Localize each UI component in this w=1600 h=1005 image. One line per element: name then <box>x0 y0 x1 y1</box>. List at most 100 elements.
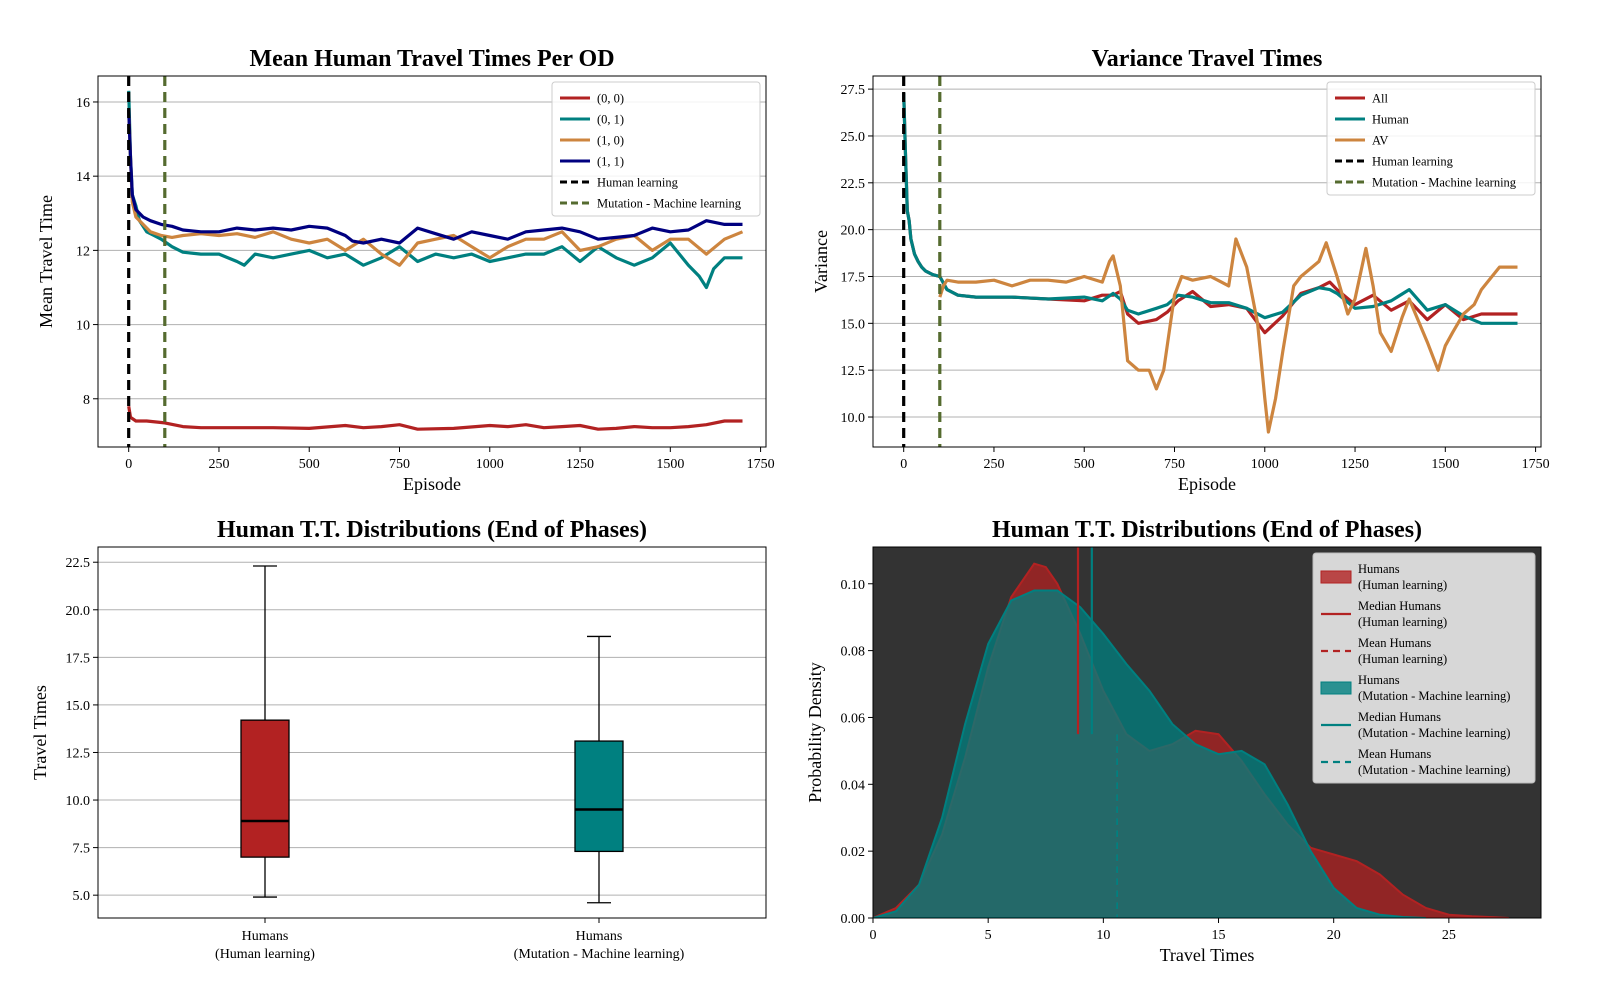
x-tick-label: 500 <box>299 457 320 472</box>
x-tick-label: 750 <box>389 457 410 472</box>
legend-label-phase: (Mutation - Machine learning) <box>1358 763 1510 777</box>
y-tick-label: 12.5 <box>66 746 91 761</box>
legend-label: (0, 0) <box>597 92 624 106</box>
x-axis-label: Travel Times <box>1160 945 1255 965</box>
y-tick-label: 0.02 <box>841 845 866 860</box>
legend-label: Humans <box>1358 673 1400 687</box>
legend-label: Human <box>1372 113 1410 127</box>
y-axis-label: Mean Travel Time <box>36 195 56 328</box>
chart-kde: 0.00 0.02 0.04 0.06 0.08 0.10 0 5 10 15 20 25 Human … <box>805 517 1542 965</box>
legend-label-phase: (Mutation - Machine learning) <box>1358 689 1510 703</box>
x-tick-label: 0 <box>125 457 132 472</box>
x-tick-label: 1500 <box>656 457 684 472</box>
y-tick-label: 10 <box>76 319 90 334</box>
y-tick-label: 20.0 <box>66 604 91 619</box>
x-tick-label: 1000 <box>476 457 504 472</box>
legend-label-phase: (Human learning) <box>1358 578 1447 592</box>
legend-label: Humans <box>1358 562 1400 576</box>
series-line-av <box>938 237 1518 434</box>
y-tick-label: 10.0 <box>841 411 866 426</box>
y-tick-label: 12 <box>76 244 90 259</box>
series-line--1-1- <box>127 109 743 245</box>
y-axis-label: Probability Density <box>805 662 825 803</box>
legend-box <box>1326 81 1536 196</box>
y-axis-label: Variance <box>811 230 831 293</box>
legend-swatch <box>1320 570 1352 584</box>
legend: (0, 0) (0, 1) (1, 0) (1, 1) Human learning Mu… <box>551 81 761 217</box>
x-tick-label: 25 <box>1442 928 1456 943</box>
y-tick-label: 27.5 <box>841 83 866 98</box>
y-tick-label: 15.0 <box>841 317 866 332</box>
y-tick-label: 16 <box>76 96 90 111</box>
y-tick-label: 22.5 <box>66 556 91 571</box>
x-axis-label: Episode <box>403 474 461 494</box>
box-body <box>240 719 290 858</box>
chart-mean_tt: 8 10 12 14 16 0 250 500 750 1000 1250 1500 1750 Mean … <box>36 46 775 494</box>
y-tick-label: 0.00 <box>841 912 866 927</box>
legend-label: All <box>1372 92 1389 106</box>
legend-label-phase: (Mutation - Machine learning) <box>1358 726 1510 740</box>
y-tick-label: 0.04 <box>841 778 866 793</box>
legend-label: Human learning <box>597 176 679 190</box>
chart-title: Human T.T. Distributions (End of Phases) <box>217 517 647 543</box>
series-line--0-0- <box>127 405 743 431</box>
x-axis-label: Episode <box>1178 474 1236 494</box>
box-body <box>574 740 624 853</box>
y-tick-label: 17.5 <box>841 270 866 285</box>
y-tick-label: 0.06 <box>841 711 866 726</box>
legend-label: (1, 0) <box>597 134 624 148</box>
x-tick-label: Humans <box>576 929 623 944</box>
x-tick-label: 0 <box>900 457 907 472</box>
legend-box <box>551 81 761 217</box>
x-tick-label: 1250 <box>1341 457 1369 472</box>
axes-frame <box>872 546 1542 919</box>
legend: All Human AV Human learning Mutation - Machi… <box>1326 81 1536 196</box>
legend-label: Median Humans <box>1358 599 1441 613</box>
y-tick-label: 15.0 <box>66 699 91 714</box>
y-tick-label: 8 <box>83 393 90 408</box>
x-tick-label: 1000 <box>1251 457 1279 472</box>
x-tick-label: 5 <box>985 928 992 943</box>
x-tick-label: 1750 <box>747 457 775 472</box>
y-tick-label: 0.10 <box>841 578 866 593</box>
density-area-teal <box>873 589 1426 918</box>
x-tick-label: 10 <box>1096 928 1110 943</box>
x-tick-label: 1500 <box>1431 457 1459 472</box>
y-tick-label: 0.08 <box>841 645 866 660</box>
x-tick-label: 250 <box>983 457 1004 472</box>
legend-label-phase: (Human learning) <box>1358 615 1447 629</box>
x-tick-label: 500 <box>1074 457 1095 472</box>
x-tick-label: Humans <box>242 929 289 944</box>
y-tick-label: 22.5 <box>841 177 866 192</box>
legend: Humans (Human learning) Median Humans (Huma… <box>1312 552 1536 784</box>
plot-area <box>127 76 744 447</box>
x-tick-label: (Human learning) <box>215 947 315 962</box>
legend-label: AV <box>1372 134 1388 148</box>
series-line--0-1- <box>127 90 743 290</box>
axes-frame <box>97 75 767 448</box>
x-tick-label: 15 <box>1212 928 1226 943</box>
x-tick-label: 1250 <box>566 457 594 472</box>
plot-area <box>873 547 1509 918</box>
chart-boxplot: Humans (Human learning) Humans (Mutation - … <box>30 517 767 962</box>
x-tick-label: (Mutation - Machine learning) <box>514 947 685 962</box>
chart-title: Variance Travel Times <box>1092 46 1323 72</box>
legend-label: Mean Humans <box>1358 636 1431 650</box>
x-tick-label: 250 <box>208 457 229 472</box>
legend-label: Human learning <box>1372 155 1454 169</box>
legend-label: Mutation - Machine learning <box>597 197 742 211</box>
legend-swatch <box>1320 681 1352 695</box>
y-axis-label: Travel Times <box>30 685 50 780</box>
y-tick-label: 12.5 <box>841 364 866 379</box>
x-tick-label: 0 <box>870 928 877 943</box>
legend-label: Median Humans <box>1358 710 1441 724</box>
y-tick-label: 10.0 <box>66 794 91 809</box>
box-1 <box>240 565 290 898</box>
plot-area <box>902 76 1518 447</box>
chart-title: Human T.T. Distributions (End of Phases) <box>992 517 1422 543</box>
axes-frame <box>97 546 767 919</box>
legend-box <box>1312 552 1536 784</box>
legend-label-phase: (Human learning) <box>1358 652 1447 666</box>
